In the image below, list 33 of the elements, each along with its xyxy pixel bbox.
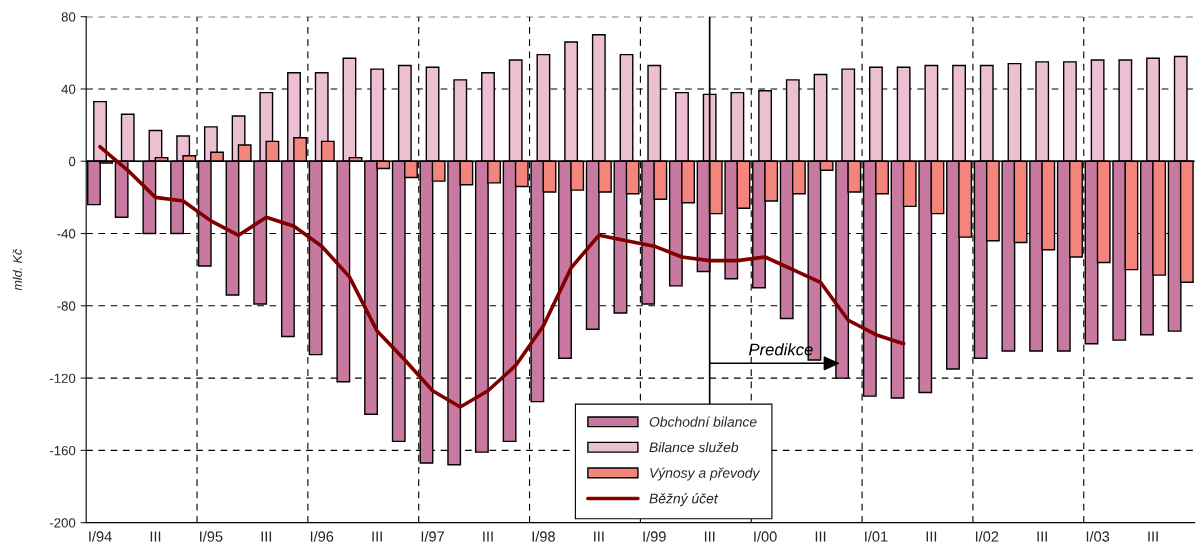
x-tick-label: I/03 [1086,530,1110,542]
legend-label: Výnosy a převody [650,467,761,481]
y-tick-label: 40 [61,84,76,94]
legend-label: Obchodní bilance [649,416,757,427]
x-tick-label: III [483,531,493,542]
y-tick-label: -120 [49,373,76,383]
y-tick-label: -40 [57,229,76,239]
x-tick-label: III [704,531,715,542]
x-tick-label: I/02 [975,530,999,542]
x-tick-label: I/01 [865,530,888,542]
y-tick-label: -80 [57,301,76,311]
x-tick-label: I/95 [200,530,223,542]
x-tick-label: I/96 [310,530,334,542]
x-tick-label: I/00 [754,530,777,542]
x-tick-label: III [372,531,382,542]
x-tick-label: III [1037,531,1047,542]
y-tick-label: 80 [61,12,76,22]
x-tick-label: I/94 [89,530,112,542]
x-tick-label: III [1148,531,1158,542]
x-tick-label: III [261,531,272,542]
x-tick-label: I/98 [532,530,555,542]
legend-label: Běžný účet [649,493,719,507]
legend-label: Bilance služeb [649,442,739,453]
x-tick-label: III [594,531,604,542]
y-tick-label: -200 [49,518,76,528]
x-tick-label: III [926,531,937,542]
x-tick-label: III [815,531,826,542]
x-tick-label: III [150,531,161,542]
x-tick-label: I/99 [643,530,666,542]
y-tick-label: -160 [49,445,76,456]
x-tick-label: I/97 [421,530,444,542]
y-axis-title: mld. Kč [12,248,22,291]
y-tick-label: 0 [68,156,76,167]
